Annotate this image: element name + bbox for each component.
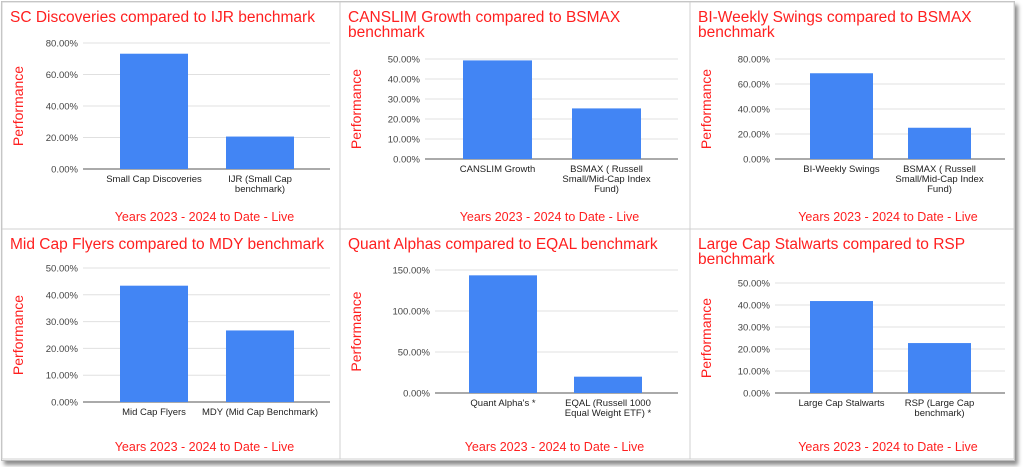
y-tick-label: 30.00%	[388, 95, 421, 106]
y-tick-label: 80.00%	[46, 39, 79, 50]
chart-title: BI-Weekly Swings compared to BSMAX	[698, 9, 972, 26]
bar-2	[908, 343, 971, 393]
y-tick-label: 0.00%	[51, 165, 78, 176]
bar-2	[574, 376, 642, 393]
chart-title: Large Cap Stalwarts compared to RSP	[698, 236, 965, 253]
y-tick-label: 0.00%	[743, 389, 770, 400]
category-label: Fund)	[594, 184, 619, 195]
category-label: Large Cap Stalwarts	[798, 398, 884, 409]
bar-1	[463, 60, 532, 159]
chart-panel-1: SC Discoveries compared to IJR benchmark…	[1, 1, 341, 230]
y-axis-label: Performance	[348, 291, 364, 371]
bar-2	[572, 108, 641, 159]
bar-1	[469, 275, 537, 393]
chart-title: Quant Alphas compared to EQAL benchmark	[348, 236, 658, 253]
x-axis-label: Years 2023 - 2024 to Date - Live	[460, 210, 640, 224]
chart-panel-2: CANSLIM Growth compared to BSMAXbenchmar…	[339, 1, 691, 230]
y-tick-label: 20.00%	[46, 133, 79, 144]
category-label: IJR (Small Cap	[228, 174, 292, 185]
y-tick-label: 50.00%	[738, 279, 771, 290]
category-label: CANSLIM Growth	[460, 164, 536, 175]
chart-title: benchmark	[698, 251, 775, 268]
y-tick-label: 0.00%	[51, 398, 78, 409]
x-axis-label: Years 2023 - 2024 to Date - Live	[115, 440, 295, 454]
bar-1	[120, 285, 188, 402]
chart-panel-5: Quant Alphas compared to EQAL benchmark 0…	[339, 228, 691, 460]
category-label: Small Cap Discoveries	[106, 174, 202, 185]
y-tick-label: 30.00%	[46, 317, 79, 328]
y-axis-label: Performance	[10, 66, 26, 146]
bar-1	[120, 53, 188, 169]
y-tick-label: 10.00%	[388, 135, 421, 146]
category-label: Small/Mid-Cap Index	[562, 174, 650, 185]
category-label: BI-Weekly Swings	[803, 164, 880, 175]
category-label: Fund)	[927, 184, 952, 195]
y-tick-label: 10.00%	[46, 371, 79, 382]
category-label: BSMAX ( Russell	[903, 164, 976, 175]
y-axis-label: Performance	[698, 298, 714, 378]
category-label: Equal Weight ETF) *	[565, 408, 652, 419]
y-tick-label: 10.00%	[738, 367, 771, 378]
x-axis-label: Years 2023 - 2024 to Date - Live	[798, 440, 978, 454]
y-tick-label: 0.00%	[393, 155, 420, 166]
y-tick-label: 40.00%	[738, 301, 771, 312]
y-tick-label: 40.00%	[46, 290, 79, 301]
y-axis-label: Performance	[698, 69, 714, 149]
y-tick-label: 20.00%	[388, 115, 421, 126]
category-label: Mid Cap Flyers	[122, 407, 186, 418]
y-tick-label: 60.00%	[46, 70, 79, 81]
y-tick-label: 50.00%	[46, 264, 79, 275]
y-tick-label: 50.00%	[398, 348, 431, 359]
y-tick-label: 100.00%	[392, 307, 430, 318]
chart-title: benchmark	[698, 24, 775, 41]
y-tick-label: 40.00%	[388, 75, 421, 86]
chart-title: Mid Cap Flyers compared to MDY benchmark	[10, 236, 324, 253]
y-tick-label: 40.00%	[46, 102, 79, 113]
panel-border	[689, 228, 1015, 460]
y-tick-label: 80.00%	[738, 55, 771, 66]
category-label: BSMAX ( Russell	[570, 164, 643, 175]
category-label: MDY (Mid Cap Benchmark)	[202, 407, 318, 418]
y-axis-label: Performance	[348, 69, 364, 149]
y-tick-label: 50.00%	[388, 55, 421, 66]
y-tick-label: 0.00%	[403, 389, 430, 400]
chart-panel-4: Mid Cap Flyers compared to MDY benchmark…	[1, 228, 341, 460]
category-label: Quant Alpha's *	[470, 398, 535, 409]
y-tick-label: 150.00%	[392, 266, 430, 277]
chart-title: CANSLIM Growth compared to BSMAX	[348, 9, 621, 26]
y-tick-label: 40.00%	[738, 105, 771, 116]
x-axis-label: Years 2023 - 2024 to Date - Live	[115, 210, 295, 224]
y-tick-label: 0.00%	[743, 155, 770, 166]
chart-title: benchmark	[348, 24, 425, 41]
category-label: RSP (Large Cap	[905, 398, 975, 409]
y-axis-label: Performance	[10, 295, 26, 375]
y-tick-label: 30.00%	[738, 323, 771, 334]
bar-1	[810, 301, 873, 393]
category-label: benchmark)	[235, 184, 285, 195]
bar-2	[908, 127, 971, 159]
bar-2	[226, 330, 294, 402]
category-label: EQAL (Russell 1000	[565, 398, 651, 409]
category-label: Small/Mid-Cap Index	[895, 174, 983, 185]
chart-panel-3: BI-Weekly Swings compared to BSMAXbenchm…	[689, 1, 1015, 230]
bar-1	[810, 73, 873, 159]
x-axis-label: Years 2023 - 2024 to Date - Live	[798, 210, 978, 224]
bar-2	[226, 136, 294, 169]
chart-panel-6: Large Cap Stalwarts compared to RSPbench…	[689, 228, 1015, 460]
y-tick-label: 60.00%	[738, 80, 771, 91]
x-axis-label: Years 2023 - 2024 to Date - Live	[465, 440, 645, 454]
y-tick-label: 20.00%	[738, 345, 771, 356]
chart-title: SC Discoveries compared to IJR benchmark	[10, 9, 315, 26]
y-tick-label: 20.00%	[738, 130, 771, 141]
y-tick-label: 20.00%	[46, 344, 79, 355]
category-label: benchmark)	[914, 408, 964, 419]
